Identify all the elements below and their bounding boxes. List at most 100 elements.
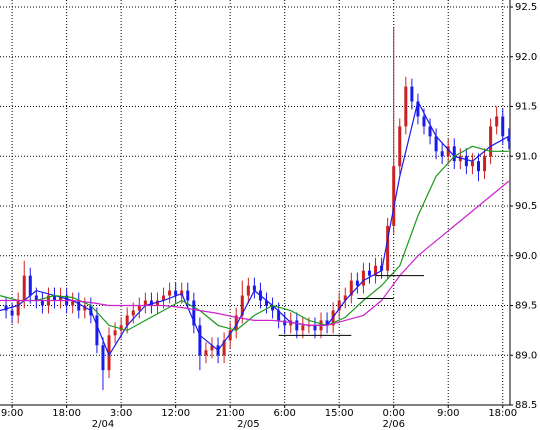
candle-body	[162, 295, 166, 301]
candle-body	[192, 300, 196, 326]
candle-body	[489, 126, 493, 157]
x-tick-label: 21:00	[216, 408, 245, 419]
candle-body	[222, 340, 226, 356]
x-tick-label: 0:00	[382, 408, 404, 419]
candle-body	[155, 300, 159, 306]
y-tick-label: 90.0	[515, 251, 537, 262]
candle-body	[53, 295, 57, 301]
candle-body	[386, 225, 390, 271]
candle-body	[483, 156, 487, 172]
candle-body	[265, 300, 269, 306]
candle-body	[59, 295, 63, 301]
candle-body	[458, 156, 462, 162]
candle-body	[40, 300, 44, 306]
candle-body	[361, 270, 365, 286]
date-label: 2/04	[92, 419, 114, 430]
candle-body	[398, 126, 402, 167]
candle-body	[374, 265, 378, 276]
candle-body	[131, 310, 135, 316]
candle-body	[10, 310, 14, 316]
candle-body	[77, 300, 81, 311]
candle-body	[404, 86, 408, 127]
candle-body	[149, 300, 153, 306]
candle-body	[252, 285, 256, 291]
candle-body	[228, 330, 232, 341]
candle-body	[137, 305, 141, 311]
candle-body	[495, 116, 499, 127]
candle-body	[313, 325, 317, 331]
candle-body	[234, 315, 238, 331]
candle-body	[446, 146, 450, 157]
candle-body	[464, 156, 468, 167]
candle-body	[168, 290, 172, 296]
candle-body	[422, 116, 426, 127]
date-label: 2/06	[382, 419, 404, 430]
ma-line	[0, 99, 510, 357]
y-tick-label: 90.5	[515, 201, 537, 212]
candle-body	[16, 300, 20, 316]
candle-body	[204, 350, 208, 356]
candle-body	[107, 335, 111, 371]
y-tick-label: 92.5	[515, 2, 537, 13]
candle-body	[4, 305, 8, 311]
candle-body	[28, 275, 32, 296]
candle-body	[501, 116, 505, 137]
candle-body	[186, 290, 190, 301]
candle-body	[210, 345, 214, 351]
candle-body	[83, 305, 87, 311]
candle-body	[125, 315, 129, 326]
candle-body	[119, 325, 123, 331]
candle-body	[440, 151, 444, 157]
candle-body	[392, 166, 396, 226]
x-tick-label: 18:00	[488, 408, 517, 419]
candle-body	[325, 320, 329, 326]
x-tick-label: 18:00	[52, 408, 81, 419]
x-tick-label: 9:00	[1, 408, 23, 419]
candle-body	[416, 101, 420, 117]
y-tick-label: 89.5	[515, 301, 537, 312]
ma-line	[0, 145, 509, 332]
candle-body	[143, 300, 147, 306]
candle-body	[349, 280, 353, 296]
y-tick-label: 92.0	[515, 52, 537, 63]
candle-body	[34, 295, 38, 301]
candle-body	[452, 146, 456, 162]
x-tick-label: 12:00	[161, 408, 190, 419]
candle-body	[113, 330, 117, 336]
candle-body	[301, 325, 305, 331]
candle-body	[271, 305, 275, 311]
y-tick-label: 91.5	[515, 102, 537, 113]
candle-body	[470, 161, 474, 167]
candle-body	[246, 285, 250, 296]
candle-body	[355, 280, 359, 286]
candle-body	[428, 126, 432, 137]
x-tick-label: 15:00	[325, 408, 354, 419]
candle-body	[367, 270, 371, 276]
candle-body	[337, 300, 341, 311]
y-tick-label: 89.0	[515, 350, 537, 361]
candle-body	[343, 295, 347, 301]
candle-body	[95, 315, 99, 346]
candle-body	[295, 320, 299, 331]
x-tick-label: 3:00	[110, 408, 132, 419]
candle-body	[198, 325, 202, 356]
candle-body	[22, 275, 26, 301]
candle-body	[277, 310, 281, 321]
y-tick-label: 91.0	[515, 151, 537, 162]
x-tick-label: 9:00	[437, 408, 459, 419]
candle-body	[101, 345, 105, 371]
candle-body	[410, 86, 414, 102]
candle-body	[507, 136, 511, 142]
candle-body	[477, 161, 481, 172]
candle-body	[174, 290, 178, 296]
candle-body	[434, 136, 438, 152]
candle-body	[283, 320, 287, 326]
candle-body	[71, 300, 75, 306]
y-tick-label: 88.5	[515, 400, 537, 411]
candle-body	[240, 295, 244, 316]
x-tick-label: 6:00	[273, 408, 295, 419]
date-label: 2/05	[237, 419, 259, 430]
ma-line	[0, 180, 510, 326]
